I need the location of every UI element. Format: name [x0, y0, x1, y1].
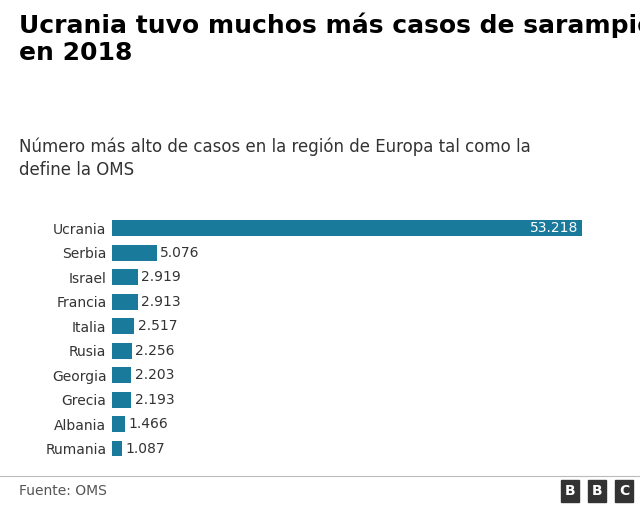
Bar	[112, 220, 582, 236]
Text: 2.193: 2.193	[135, 392, 175, 407]
Text: B: B	[565, 484, 575, 498]
Text: Número más alto de casos en la región de Europa tal como la
define la OMS: Número más alto de casos en la región de…	[19, 137, 531, 179]
Bar	[112, 245, 157, 261]
Text: Ucrania tuvo muchos más casos de sarampión
en 2018: Ucrania tuvo muchos más casos de sarampi…	[19, 13, 640, 65]
Bar	[112, 391, 131, 408]
Text: 2.517: 2.517	[138, 319, 177, 333]
Text: Fuente: OMS: Fuente: OMS	[19, 484, 107, 498]
Text: B: B	[592, 484, 602, 498]
Text: 1.466: 1.466	[129, 417, 168, 431]
Bar	[112, 416, 125, 432]
Text: 2.203: 2.203	[135, 368, 174, 382]
Bar	[112, 318, 134, 334]
Bar	[112, 343, 132, 359]
Text: 5.076: 5.076	[161, 246, 200, 260]
Bar	[112, 367, 131, 383]
Text: 2.913: 2.913	[141, 295, 181, 309]
Bar	[112, 441, 122, 457]
Text: 2.919: 2.919	[141, 270, 181, 285]
Bar	[112, 269, 138, 286]
Text: 1.087: 1.087	[125, 441, 164, 456]
Bar	[112, 294, 138, 310]
Text: 2.256: 2.256	[136, 344, 175, 358]
Text: C: C	[619, 484, 629, 498]
Text: 53.218: 53.218	[530, 221, 579, 236]
